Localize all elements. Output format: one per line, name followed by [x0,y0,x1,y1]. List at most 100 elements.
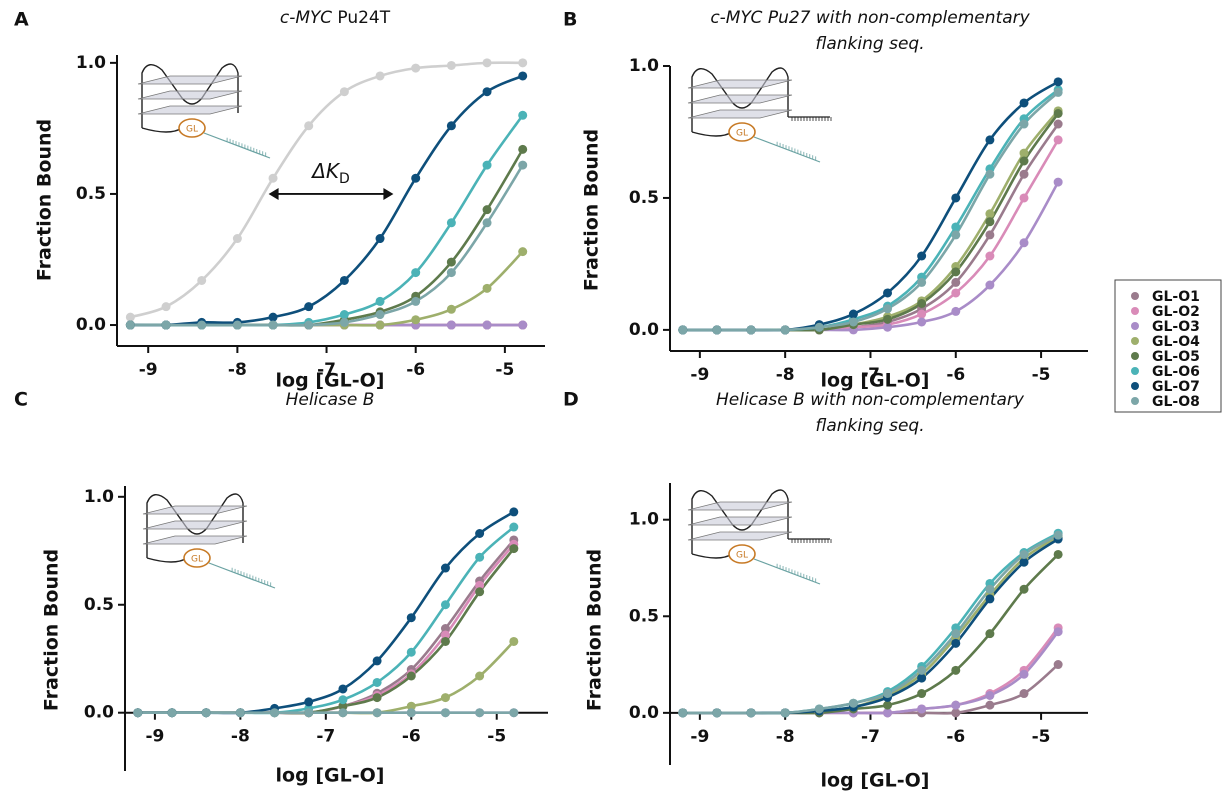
data-point [746,708,756,718]
data-point [339,317,349,327]
x-axis-label: log [GL-O] [276,370,385,392]
data-point [1053,109,1063,118]
y-tick-label: 1.0 [629,56,659,76]
x-tick-label: -6 [406,360,425,380]
legend-label: GL-O2 [1152,304,1200,320]
data-point [917,665,927,675]
oligo [753,136,821,163]
x-tick-label: -5 [487,727,506,747]
data-point [951,708,961,718]
legend-label: GL-O4 [1152,334,1200,350]
data-point [482,58,492,68]
y-tick-label: 0.5 [629,606,659,626]
data-point [883,700,893,710]
data-point [985,629,995,639]
data-point [951,629,961,639]
data-point [268,312,278,322]
data-point [411,268,421,278]
data-point [883,708,893,718]
data-point [985,584,995,594]
fit-curve [682,110,1060,332]
data-point [712,325,722,335]
data-point [475,529,485,538]
legend-marker [1131,382,1139,390]
data-point [411,315,421,325]
title-run: c-MYC Pu27 with non-complementary [710,8,1030,28]
data-point [372,656,382,666]
data-point [482,283,492,293]
inset-schematic: GL [137,63,271,159]
data-point [883,322,893,332]
data-point [440,600,450,610]
data-point [985,230,995,240]
data-point [232,320,242,330]
data-point [475,708,485,718]
chart-title: flanking seq. [815,34,924,54]
delta-kd-label: ΔKD [310,158,350,187]
data-point [518,160,528,170]
g4-strand [141,63,239,128]
chart-title: Helicase B [286,390,375,410]
title-run: flanking seq. [815,416,924,436]
data-point [482,87,492,97]
data-point [375,71,385,81]
data-point [167,708,177,718]
legend-label: GL-O8 [1152,394,1200,410]
g-quartet [137,105,243,115]
legend-marker [1131,322,1139,330]
data-point [1053,549,1063,559]
y-tick-label: 0.0 [629,703,659,723]
fit-curve [130,61,523,319]
data-point [951,306,961,316]
data-point [985,280,995,290]
data-point [304,708,314,718]
g4-strand [141,127,183,133]
data-point [304,121,314,131]
data-point [1053,77,1063,87]
data-point [197,320,207,330]
data-point [985,209,995,219]
legend-marker [1131,367,1139,375]
panel-letter: D [563,389,579,411]
y-tick-label: 0.5 [84,595,114,615]
data-point [1019,238,1029,248]
data-point [1053,135,1063,145]
data-point [161,320,171,330]
data-point [268,173,278,183]
legend-label: GL-O6 [1152,364,1200,380]
data-point [1019,119,1029,129]
data-point [509,636,519,646]
data-point [1053,530,1063,540]
data-point [406,647,416,657]
gl-oval [183,548,211,568]
data-point [446,121,456,131]
data-point [375,234,385,244]
data-point [475,580,485,590]
g-quartet [142,505,248,515]
legend-label: GL-O7 [1152,379,1200,395]
data-point [951,700,961,710]
g-quartet [687,79,793,89]
data-point [304,697,314,707]
data-point [406,701,416,711]
data-point [375,296,385,306]
data-point [985,700,995,710]
data-point [440,563,450,573]
data-point [848,309,858,319]
data-point [125,312,135,322]
data-point [985,594,995,604]
data-point [411,296,421,306]
data-point [1019,193,1029,203]
gl-oval [178,118,206,138]
data-point [372,677,382,687]
data-point [917,689,927,699]
x-tick-label: -6 [402,727,421,747]
data-point [304,320,314,330]
x-axis-label: log [GL-O] [276,765,385,787]
data-point [1019,689,1029,699]
data-point [339,87,349,97]
data-point [1053,627,1063,637]
data-point [338,701,348,711]
data-point [951,230,961,240]
inset-schematic: GL [687,489,832,585]
